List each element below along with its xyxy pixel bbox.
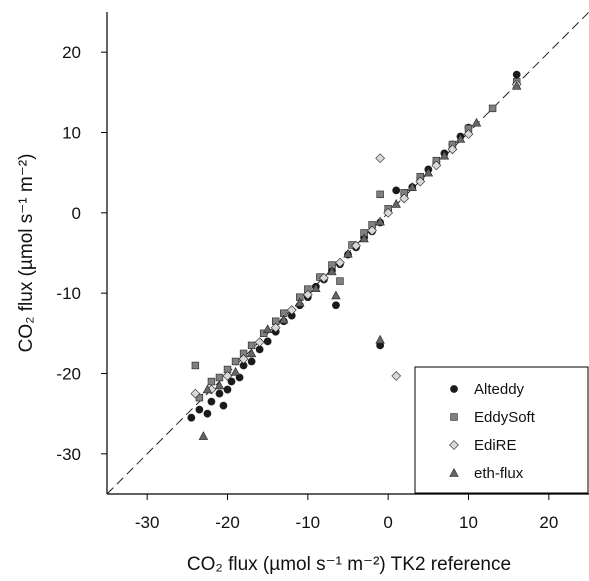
data-point-eth-flux — [423, 167, 434, 177]
y-axis-ticks: -30 -20 -10 0 10 20 — [56, 43, 107, 464]
data-point-alteddy — [227, 377, 236, 386]
legend-label: eth-flux — [474, 465, 524, 482]
data-point-eth-flux — [511, 80, 522, 90]
data-point-edire — [238, 354, 249, 364]
data-point-eth-flux — [455, 133, 466, 143]
data-point-alteddy — [247, 357, 256, 366]
data-point-eth-flux — [343, 248, 353, 258]
data-point-eddysoft — [376, 190, 384, 199]
data-point-eth-flux — [439, 150, 450, 160]
data-point-alteddy — [219, 401, 228, 410]
data-point-eth-flux — [246, 348, 257, 358]
legend-label: Alteddy — [474, 381, 525, 398]
data-point-eth-flux — [471, 117, 482, 127]
data-point-eth-flux — [391, 198, 401, 208]
data-point-eddysoft — [488, 104, 497, 113]
data-point-edire — [254, 337, 265, 347]
data-point-eddysoft — [191, 361, 200, 370]
data-point-eth-flux — [331, 290, 341, 300]
data-point-edire — [447, 144, 458, 155]
data-point-edire — [303, 289, 313, 300]
plot-area: -30 -20 -10 0 10 20 -30 -20 -10 0 10 20 — [56, 11, 589, 532]
y-tick-label: 20 — [62, 43, 81, 62]
data-point-eth-flux — [202, 384, 213, 394]
data-points — [187, 70, 522, 440]
data-point-edire — [351, 240, 361, 251]
y-tick-label: -30 — [56, 445, 81, 464]
data-point-alteddy — [332, 301, 340, 310]
data-point-edire — [270, 322, 281, 333]
data-point-alteddy — [235, 373, 244, 382]
data-point-edire — [375, 153, 385, 164]
data-point-eddysoft — [336, 277, 344, 285]
legend-label: EddySoft — [474, 409, 536, 426]
data-point-eddysoft — [231, 357, 240, 366]
data-point-edire — [463, 129, 474, 139]
y-tick-label: -20 — [56, 365, 81, 384]
data-point-edire — [415, 176, 426, 187]
legend-label: EdiRE — [474, 437, 517, 454]
y-tick-label: 10 — [62, 124, 81, 143]
data-point-edire — [399, 193, 410, 204]
data-point-eth-flux — [327, 266, 337, 276]
data-point-eddysoft — [215, 373, 224, 382]
data-point-eth-flux — [198, 431, 209, 440]
data-point-eth-flux — [375, 216, 385, 226]
data-point-eth-flux — [359, 233, 369, 243]
data-point-edire — [431, 160, 442, 171]
data-point-eddysoft — [247, 341, 256, 350]
data-point-eth-flux — [375, 334, 385, 344]
data-point-alteddy — [263, 337, 272, 346]
data-point-edire — [286, 305, 297, 315]
y-tick-label: 0 — [72, 204, 81, 223]
x-tick-label: 10 — [459, 513, 478, 532]
data-point-eddysoft — [259, 329, 268, 338]
data-point-alteddy — [207, 397, 216, 406]
data-point-alteddy — [223, 385, 232, 394]
data-point-eth-flux — [279, 314, 289, 324]
x-tick-label: -10 — [296, 513, 321, 532]
data-point-eth-flux — [230, 366, 241, 376]
x-axis-label: CO₂ flux (µmol s⁻¹ m⁻²) TK2 reference — [187, 554, 511, 575]
data-point-eth-flux — [407, 182, 417, 191]
data-point-eth-flux — [214, 380, 225, 390]
y-axis-label: CO₂ flux (µmol s⁻¹ m⁻²) — [16, 154, 37, 353]
data-point-edire — [319, 273, 329, 283]
data-point-eddysoft — [207, 377, 216, 386]
data-point-alteddy — [392, 186, 401, 195]
data-point-alteddy — [195, 405, 204, 414]
data-point-alteddy — [203, 409, 212, 418]
data-point-edire — [383, 208, 393, 218]
legend: Alteddy EddySoft EdiRE eth-flux — [414, 366, 589, 494]
data-point-edire — [367, 225, 377, 236]
x-tick-label: 20 — [539, 513, 558, 532]
data-point-edire — [190, 388, 201, 399]
data-point-eth-flux — [295, 297, 305, 307]
data-point-eth-flux — [311, 283, 321, 293]
legend-marker — [449, 467, 459, 477]
y-tick-label: -10 — [56, 284, 81, 303]
x-axis-ticks: -30 -20 -10 0 10 20 — [135, 494, 558, 532]
legend-box — [414, 366, 589, 494]
legend-marker — [450, 385, 458, 393]
x-tick-label: -20 — [215, 513, 240, 532]
data-point-eth-flux — [262, 324, 273, 334]
legend-marker — [450, 413, 458, 421]
legend-items: Alteddy EddySoft EdiRE eth-flux — [449, 381, 536, 482]
data-point-edire — [391, 371, 402, 381]
x-tick-label: -30 — [135, 513, 160, 532]
x-tick-label: 0 — [383, 513, 392, 532]
data-point-alteddy — [512, 70, 521, 79]
data-point-edire — [335, 257, 345, 268]
data-point-alteddy — [215, 389, 224, 398]
data-point-edire — [222, 371, 233, 381]
legend-marker — [449, 440, 459, 450]
data-point-alteddy — [187, 413, 196, 422]
